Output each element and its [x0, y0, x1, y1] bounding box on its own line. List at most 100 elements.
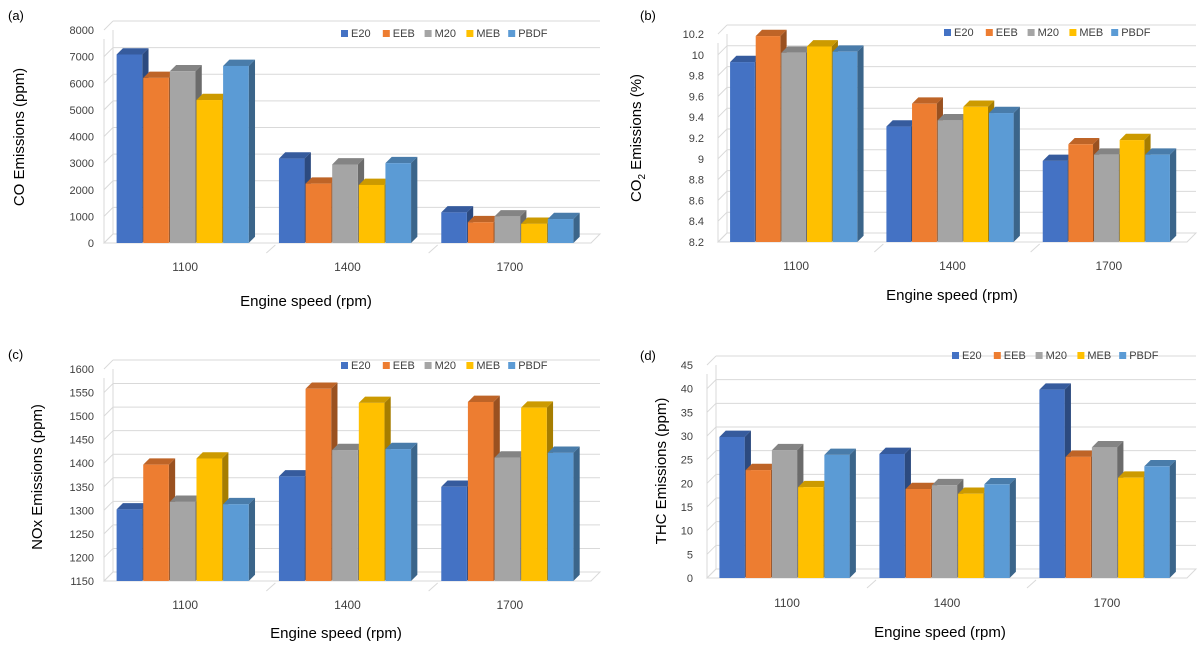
legend-item-E20: E20: [944, 27, 974, 39]
y-tick-label: 5000: [70, 105, 94, 117]
panel-label: (a): [8, 8, 24, 23]
svg-text:PBDF: PBDF: [1121, 27, 1151, 39]
legend-item-PBDF: PBDF: [1119, 350, 1159, 362]
legend-item-M20: M20: [424, 360, 456, 372]
x-tick-label: 1700: [1094, 596, 1121, 610]
bar-PBDF-1400: [385, 442, 418, 581]
y-tick-label: 1000: [70, 211, 94, 223]
legend-item-MEB: MEB: [1077, 350, 1111, 362]
legend-item-MEB: MEB: [466, 360, 500, 372]
y-tick-label: 8.6: [689, 195, 704, 207]
x-tick-label: 1700: [496, 260, 523, 274]
bar-EEB-1700: [467, 215, 500, 243]
y-tick-label: 8.4: [689, 216, 704, 228]
legend-item-PBDF: PBDF: [508, 28, 548, 40]
x-tick-label: 1100: [172, 260, 198, 274]
x-tick-label: 1400: [939, 259, 966, 273]
legend: E20 EEB M20 MEB PBDF: [952, 350, 1159, 362]
bar-M20-1400: [332, 443, 365, 581]
bar-PBDF-1400: [988, 106, 1020, 243]
y-tick-label: 8.2: [689, 237, 704, 249]
svg-text:M20: M20: [1038, 27, 1059, 39]
svg-text:MEB: MEB: [476, 360, 500, 372]
legend-item-PBDF: PBDF: [1111, 27, 1151, 39]
y-tick-label: 0: [687, 573, 693, 585]
bar-PBDF-1100: [223, 497, 256, 581]
x-tick-label: 1400: [334, 260, 361, 274]
y-tick-label: 2000: [70, 185, 94, 197]
bar-E20-1400: [879, 447, 911, 578]
bar-PBDF-1700: [1144, 459, 1176, 578]
svg-text:EEB: EEB: [996, 27, 1018, 39]
legend-item-MEB: MEB: [1069, 27, 1103, 39]
bar-PBDF-1700: [547, 446, 580, 581]
bar-PBDF-1700: [1145, 148, 1177, 242]
svg-text:M20: M20: [435, 360, 456, 372]
chart-1: 0 1000 2000 3000 4000 5000 6000 7000 8000 1100 140…: [8, 8, 602, 310]
y-tick-label: 45: [681, 360, 693, 372]
y-tick-label: 1150: [70, 576, 94, 588]
bar-PBDF-1100: [832, 45, 864, 243]
svg-text:E20: E20: [351, 360, 371, 372]
panel-label: (b): [640, 8, 656, 23]
panel-label: (d): [640, 348, 656, 363]
chart-3: 1150 1200 1250 1300 1350 1400 1450 1500 1550 1600…: [8, 347, 602, 642]
x-tick-label: 1100: [172, 598, 198, 612]
y-tick-label: 1550: [70, 388, 94, 400]
bar-M20-1400: [931, 478, 964, 578]
y-tick-label: 1300: [70, 505, 94, 517]
y-tick-label: 8000: [70, 25, 94, 37]
x-axis-label: Engine speed (rpm): [874, 624, 1006, 641]
legend: E20 EEB M20 MEB PBDF: [944, 27, 1151, 39]
legend-item-M20: M20: [1035, 350, 1067, 362]
x-tick-label: 1100: [774, 596, 800, 610]
y-axis-label: NOx Emissions (ppm): [29, 404, 46, 550]
x-axis-label: Engine speed (rpm): [240, 293, 372, 310]
x-tick-label: 1100: [783, 259, 809, 273]
y-tick-label: 9.4: [689, 112, 704, 124]
chart-2: 8.2 8.4 8.6 8.8 9 9.2 9.4 9.6 9.8 10 10.2 1100 1400 1…: [628, 8, 1198, 304]
x-axis-label: Engine speed (rpm): [886, 287, 1018, 304]
legend-item-EEB: EEB: [985, 27, 1018, 39]
y-tick-label: 1600: [70, 364, 94, 376]
y-tick-label: 7000: [70, 52, 94, 64]
legend-item-E20: E20: [952, 350, 982, 362]
y-tick-label: 5: [687, 549, 693, 561]
y-tick-label: 1350: [70, 482, 94, 494]
chart-4: 0 5 10 15 20 25 30 35 40 45 1100 1400 1700 (d) THC Emi…: [640, 348, 1198, 641]
svg-text:EEB: EEB: [393, 360, 415, 372]
legend: E20 EEB M20 MEB PBDF: [341, 360, 548, 372]
floor: [102, 571, 602, 582]
y-tick-label: 1400: [70, 458, 94, 470]
y-tick-label: 1250: [70, 529, 94, 541]
y-tick-label: 9.2: [689, 133, 704, 145]
legend-item-EEB: EEB: [382, 28, 415, 40]
bar-PBDF-1400: [385, 156, 418, 243]
svg-text:EEB: EEB: [1004, 350, 1026, 362]
bar-PBDF-1400: [984, 477, 1016, 578]
x-tick-label: 1700: [496, 598, 523, 612]
x-tick-label: 1400: [934, 596, 961, 610]
svg-text:PBDF: PBDF: [518, 360, 548, 372]
svg-text:M20: M20: [435, 28, 456, 40]
svg-text:E20: E20: [962, 350, 982, 362]
y-tick-label: 10: [681, 526, 693, 538]
y-axis-label: THC Emissions (ppm): [653, 398, 670, 545]
svg-text:MEB: MEB: [1087, 350, 1111, 362]
legend-item-MEB: MEB: [466, 28, 500, 40]
bar-EEB-1100: [143, 458, 176, 581]
y-tick-label: 10: [692, 50, 704, 62]
legend-item-E20: E20: [341, 360, 371, 372]
legend-item-E20: E20: [341, 28, 371, 40]
y-tick-label: 8.8: [689, 175, 704, 187]
y-tick-label: 4000: [70, 132, 94, 144]
y-tick-label: 20: [681, 478, 693, 490]
floor: [102, 233, 602, 244]
svg-text:EEB: EEB: [393, 28, 415, 40]
y-axis-label: CO2 Emissions (%): [628, 74, 648, 202]
floor: [705, 568, 1198, 579]
y-tick-label: 1450: [70, 435, 94, 447]
y-tick-label: 9.8: [689, 71, 704, 83]
y-tick-label: 1500: [70, 411, 94, 423]
svg-text:MEB: MEB: [476, 28, 500, 40]
